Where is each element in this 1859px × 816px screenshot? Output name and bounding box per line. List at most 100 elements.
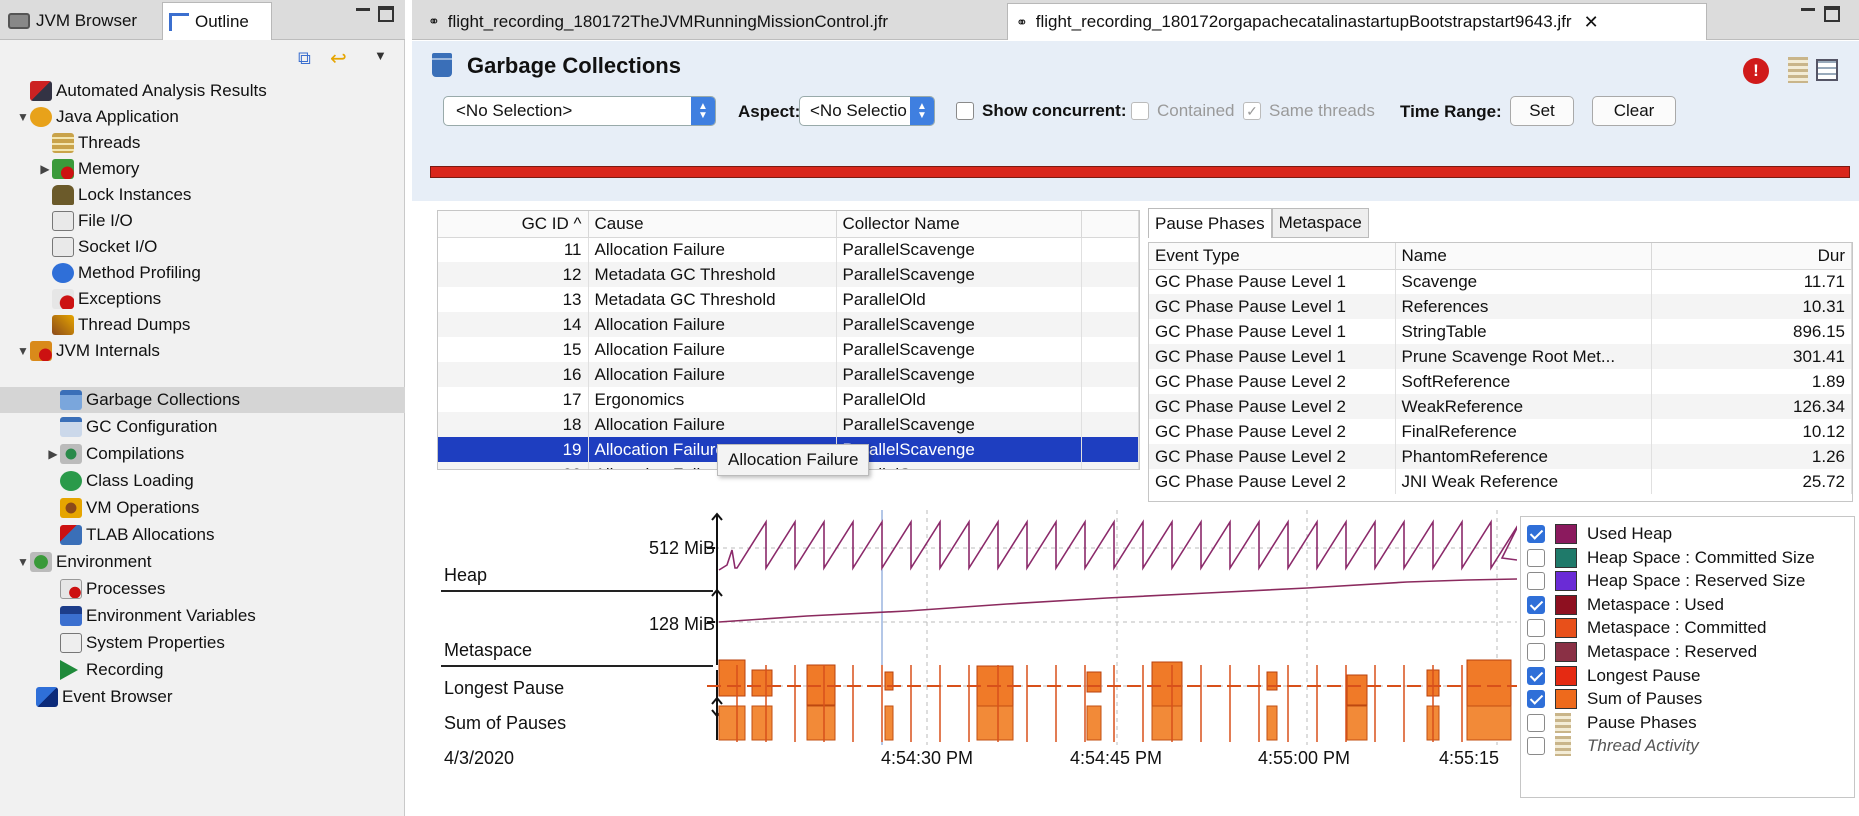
legend-item[interactable]: Metaspace : Reserved: [1527, 639, 1757, 665]
table-row[interactable]: 14 Allocation Failure ParallelScavenge: [438, 312, 1139, 337]
column-header-event-type[interactable]: Event Type: [1149, 243, 1396, 270]
tree-item-tlab-allocations[interactable]: TLAB Allocations: [60, 522, 215, 548]
table-row[interactable]: 15 Allocation Failure ParallelScavenge: [438, 337, 1139, 362]
contained-checkbox[interactable]: Contained: [1131, 101, 1235, 121]
view-menu-icon[interactable]: ▼: [374, 48, 387, 63]
legend-checkbox[interactable]: [1527, 643, 1545, 661]
column-header-gc-id[interactable]: GC ID ^: [438, 211, 589, 238]
tree-item-thread-dumps[interactable]: Thread Dumps: [52, 312, 190, 338]
legend-checkbox[interactable]: [1527, 713, 1545, 732]
table-row[interactable]: GC Phase Pause Level 1 StringTable 896.1…: [1149, 319, 1852, 344]
tree-item-threads[interactable]: Threads: [52, 130, 140, 156]
column-header-name[interactable]: Name: [1395, 243, 1652, 270]
close-icon[interactable]: ✕: [1583, 11, 1599, 32]
tab-outline[interactable]: Outline: [162, 2, 272, 40]
selection-combo[interactable]: <No Selection> ▲ ▼: [443, 96, 716, 126]
error-icon[interactable]: !: [1743, 58, 1769, 84]
table-row[interactable]: GC Phase Pause Level 2 JNI Weak Referenc…: [1149, 469, 1852, 494]
same-threads-checkbox[interactable]: ✓ Same threads: [1243, 101, 1375, 121]
legend-item[interactable]: Metaspace : Used: [1527, 592, 1724, 618]
legend-checkbox[interactable]: [1527, 619, 1545, 638]
tree-item-file-io[interactable]: File I/O: [52, 208, 133, 234]
maximize-icon[interactable]: [378, 6, 394, 22]
minimize-icon[interactable]: [1801, 8, 1815, 11]
table-row[interactable]: 20 Allocation Failure ParallelScavenge: [438, 462, 1139, 469]
tab-metaspace[interactable]: Metaspace: [1271, 208, 1369, 238]
legend-checkbox[interactable]: [1527, 525, 1545, 543]
legend-checkbox[interactable]: [1527, 690, 1545, 709]
legend-item[interactable]: Heap Space : Committed Size: [1527, 545, 1815, 571]
pause-phases-table[interactable]: Event Type Name Dur GC Phase Pause Level…: [1148, 242, 1853, 502]
table-row[interactable]: GC Phase Pause Level 1 Scavenge 11.71: [1149, 269, 1852, 294]
collapsed-triangle-icon[interactable]: ▶: [40, 162, 50, 176]
checkbox-box[interactable]: ✓: [1243, 102, 1261, 120]
collapsed-triangle-icon[interactable]: ▶: [48, 447, 58, 461]
aspect-combo[interactable]: <No Selection> ▲▼: [799, 96, 935, 126]
checkbox-box[interactable]: [956, 102, 974, 120]
tree-item-exceptions[interactable]: Exceptions: [52, 286, 161, 312]
tree-item-environment-variables[interactable]: Environment Variables: [60, 603, 256, 629]
legend-item[interactable]: Sum of Pauses: [1527, 686, 1702, 712]
legend-item[interactable]: Thread Activity: [1527, 733, 1699, 759]
table-row[interactable]: 18 Allocation Failure ParallelScavenge: [438, 412, 1139, 437]
tree-structure-icon[interactable]: ⧉: [298, 48, 311, 68]
tree-item-environment[interactable]: ▼ Environment: [16, 549, 151, 575]
column-header-cause[interactable]: Cause: [588, 211, 837, 238]
legend-item[interactable]: Metaspace : Committed: [1527, 615, 1767, 641]
tree-item-automated-analysis[interactable]: Automated Analysis Results: [30, 78, 267, 104]
legend-item[interactable]: Used Heap: [1527, 521, 1672, 547]
legend-item[interactable]: Heap Space : Reserved Size: [1527, 568, 1805, 594]
column-header-collector[interactable]: Collector Name: [836, 211, 1082, 238]
tree-item-java-application[interactable]: ▼ Java Application: [16, 104, 179, 130]
tree-item-system-properties[interactable]: System Properties: [60, 630, 225, 656]
column-header-duration[interactable]: Dur: [1651, 243, 1852, 270]
tree-item-processes[interactable]: Processes: [60, 576, 165, 602]
tree-item-garbage-collections[interactable]: Garbage Collections: [0, 387, 405, 413]
tree-item-event-browser[interactable]: Event Browser: [36, 684, 173, 710]
legend-item[interactable]: Longest Pause: [1527, 663, 1700, 689]
table-row[interactable]: GC Phase Pause Level 2 FinalReference 10…: [1149, 419, 1852, 444]
tree-item-gc-configuration[interactable]: GC Configuration: [60, 414, 217, 440]
table-row[interactable]: 16 Allocation Failure ParallelScavenge: [438, 362, 1139, 387]
minimize-icon[interactable]: [356, 8, 370, 11]
expanded-triangle-icon[interactable]: ▼: [17, 110, 29, 124]
show-concurrent-checkbox[interactable]: Show concurrent:: [956, 101, 1127, 121]
tree-item-lock-instances[interactable]: Lock Instances: [52, 182, 191, 208]
gc-chart[interactable]: 512 MiB Heap 128 MiB Metaspace Longest P…: [437, 510, 1517, 816]
legend-checkbox[interactable]: [1527, 548, 1545, 567]
tree-item-recording[interactable]: Recording: [60, 657, 164, 683]
legend-item[interactable]: Pause Phases: [1527, 710, 1697, 736]
time-range-bar[interactable]: [430, 166, 1850, 178]
set-button[interactable]: Set: [1510, 96, 1574, 126]
clear-button[interactable]: Clear: [1592, 96, 1676, 126]
table-row[interactable]: GC Phase Pause Level 2 SoftReference 1.8…: [1149, 369, 1852, 394]
column-header-empty[interactable]: [1081, 211, 1139, 238]
table-row[interactable]: 12 Metadata GC Threshold ParallelScaveng…: [438, 262, 1139, 287]
table-row[interactable]: 11 Allocation Failure ParallelScavenge: [438, 237, 1139, 262]
threads-icon[interactable]: [1788, 57, 1808, 83]
tree-item-compilations[interactable]: ▶ Compilations: [46, 441, 184, 467]
table-row[interactable]: GC Phase Pause Level 2 WeakReference 126…: [1149, 394, 1852, 419]
checkbox-box[interactable]: [1131, 102, 1149, 120]
tab-recording-2[interactable]: ⚭ flight_recording_180172orgapachecatali…: [1007, 3, 1707, 40]
table-row[interactable]: 17 Ergonomics ParallelOld: [438, 387, 1139, 412]
tab-jvm-browser[interactable]: JVM Browser: [2, 2, 160, 40]
maximize-icon[interactable]: [1824, 6, 1840, 22]
tab-recording-1[interactable]: ⚭ flight_recording_180172TheJVMRunningMi…: [420, 3, 1000, 40]
expanded-triangle-icon[interactable]: ▼: [17, 344, 29, 358]
tree-item-class-loading[interactable]: Class Loading: [60, 468, 194, 494]
tab-pause-phases[interactable]: Pause Phases: [1148, 208, 1272, 238]
legend-checkbox[interactable]: [1527, 572, 1545, 591]
table-row[interactable]: GC Phase Pause Level 1 References 10.31: [1149, 294, 1852, 319]
table-row[interactable]: 13 Metadata GC Threshold ParallelOld: [438, 287, 1139, 312]
expanded-triangle-icon[interactable]: ▼: [17, 555, 29, 569]
legend-checkbox[interactable]: [1527, 595, 1545, 614]
legend-checkbox[interactable]: [1527, 666, 1545, 685]
tree-item-method-profiling[interactable]: Method Profiling: [52, 260, 201, 286]
tree-item-memory[interactable]: ▶ Memory: [38, 156, 139, 182]
tree-item-jvm-internals[interactable]: ▼ JVM Internals: [16, 338, 160, 364]
table-row[interactable]: GC Phase Pause Level 1 Prune Scavenge Ro…: [1149, 344, 1852, 369]
table-view-icon[interactable]: [1816, 59, 1838, 81]
table-row[interactable]: GC Phase Pause Level 2 PhantomReference …: [1149, 444, 1852, 469]
tree-item-vm-operations[interactable]: VM Operations: [60, 495, 199, 521]
